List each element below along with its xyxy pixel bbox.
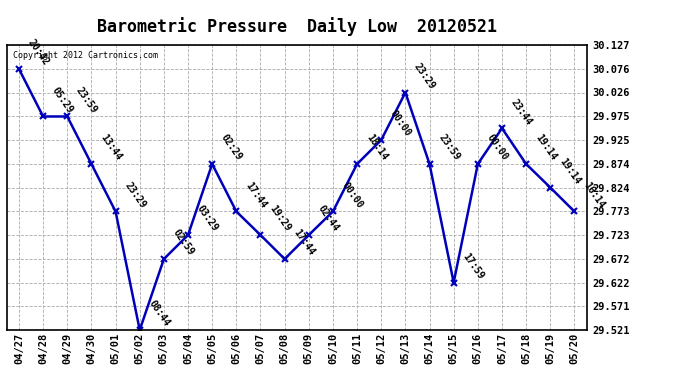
Text: 03:29: 03:29 (195, 204, 220, 234)
Text: 17:59: 17:59 (461, 251, 486, 281)
Text: 00:00: 00:00 (388, 109, 413, 139)
Text: 23:29: 23:29 (123, 180, 148, 210)
Text: 23:59: 23:59 (437, 133, 462, 163)
Text: 17:44: 17:44 (244, 180, 268, 210)
Text: 20:42: 20:42 (26, 38, 51, 68)
Text: 08:44: 08:44 (147, 299, 172, 328)
Text: 19:29: 19:29 (268, 204, 293, 234)
Text: 05:29: 05:29 (50, 85, 75, 115)
Text: 16:14: 16:14 (582, 180, 607, 210)
Text: 23:59: 23:59 (75, 85, 99, 115)
Text: 02:44: 02:44 (316, 204, 341, 234)
Text: 00:00: 00:00 (485, 133, 510, 163)
Text: 17:44: 17:44 (292, 228, 317, 258)
Text: Barometric Pressure  Daily Low  20120521: Barometric Pressure Daily Low 20120521 (97, 17, 497, 36)
Text: 18:14: 18:14 (364, 133, 389, 163)
Text: 23:29: 23:29 (413, 62, 437, 91)
Text: 19:14: 19:14 (533, 133, 558, 163)
Text: 02:59: 02:59 (171, 228, 196, 258)
Text: 02:29: 02:29 (219, 133, 244, 163)
Text: 00:00: 00:00 (340, 180, 365, 210)
Text: 19:14: 19:14 (558, 156, 582, 186)
Text: Copyright 2012 Cartronics.com: Copyright 2012 Cartronics.com (12, 51, 158, 60)
Text: 13:44: 13:44 (99, 133, 124, 163)
Text: 23:44: 23:44 (509, 97, 534, 127)
